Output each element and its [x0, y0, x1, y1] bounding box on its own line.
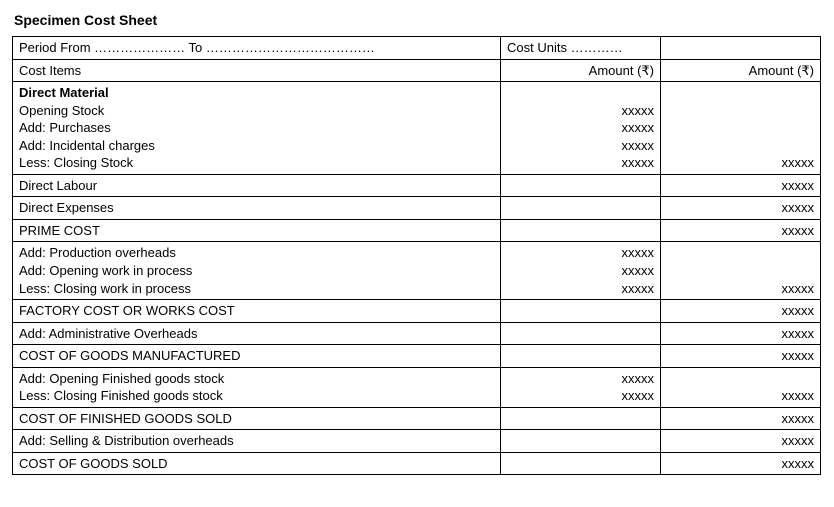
cost-item-label: PRIME COST — [13, 219, 501, 242]
amount-col-2: xxxxx — [661, 367, 821, 407]
col-header-amount-1: Amount (₹) — [501, 59, 661, 82]
cost-item-label: Add: Selling & Distribution overheads — [13, 430, 501, 453]
amount-col-2: xxxxx — [661, 242, 821, 300]
cost-item-label: COST OF GOODS SOLD — [13, 452, 501, 475]
amount-col-1: xxxxxxxxxxxxxxx — [501, 242, 661, 300]
amount-col-1 — [501, 345, 661, 368]
amount-col-2: xxxxx — [661, 197, 821, 220]
cost-item-label: FACTORY COST OR WORKS COST — [13, 300, 501, 323]
header-period: Period From ………………… To ………………………………… — [13, 37, 501, 60]
header-blank — [661, 37, 821, 60]
cost-item-label: Direct Expenses — [13, 197, 501, 220]
amount-col-2: xxxxx — [661, 82, 821, 175]
amount-col-1: xxxxxxxxxxxxxxxxxxxx — [501, 82, 661, 175]
amount-col-2: xxxxx — [661, 219, 821, 242]
cost-sheet-table: Period From ………………… To …………………………………Cost… — [12, 36, 821, 475]
amount-col-2: xxxxx — [661, 300, 821, 323]
amount-col-1 — [501, 197, 661, 220]
amount-col-1: xxxxxxxxxx — [501, 367, 661, 407]
amount-col-2: xxxxx — [661, 407, 821, 430]
amount-col-1 — [501, 430, 661, 453]
cost-item-label: COST OF GOODS MANUFACTURED — [13, 345, 501, 368]
amount-col-2: xxxxx — [661, 430, 821, 453]
amount-col-2: xxxxx — [661, 345, 821, 368]
amount-col-1 — [501, 407, 661, 430]
amount-col-2: xxxxx — [661, 174, 821, 197]
amount-col-1 — [501, 174, 661, 197]
amount-col-1 — [501, 300, 661, 323]
amount-col-2: xxxxx — [661, 322, 821, 345]
amount-col-1 — [501, 452, 661, 475]
header-cost-units: Cost Units ………… — [501, 37, 661, 60]
sheet-title: Specimen Cost Sheet — [14, 12, 822, 28]
amount-col-1 — [501, 322, 661, 345]
amount-col-1 — [501, 219, 661, 242]
cost-item-label: Direct MaterialOpening StockAdd: Purchas… — [13, 82, 501, 175]
cost-item-label: Add: Production overheadsAdd: Opening wo… — [13, 242, 501, 300]
col-header-cost-items: Cost Items — [13, 59, 501, 82]
cost-item-label: Add: Administrative Overheads — [13, 322, 501, 345]
col-header-amount-2: Amount (₹) — [661, 59, 821, 82]
cost-item-label: Direct Labour — [13, 174, 501, 197]
amount-col-2: xxxxx — [661, 452, 821, 475]
cost-item-label: COST OF FINISHED GOODS SOLD — [13, 407, 501, 430]
cost-item-label: Add: Opening Finished goods stockLess: C… — [13, 367, 501, 407]
